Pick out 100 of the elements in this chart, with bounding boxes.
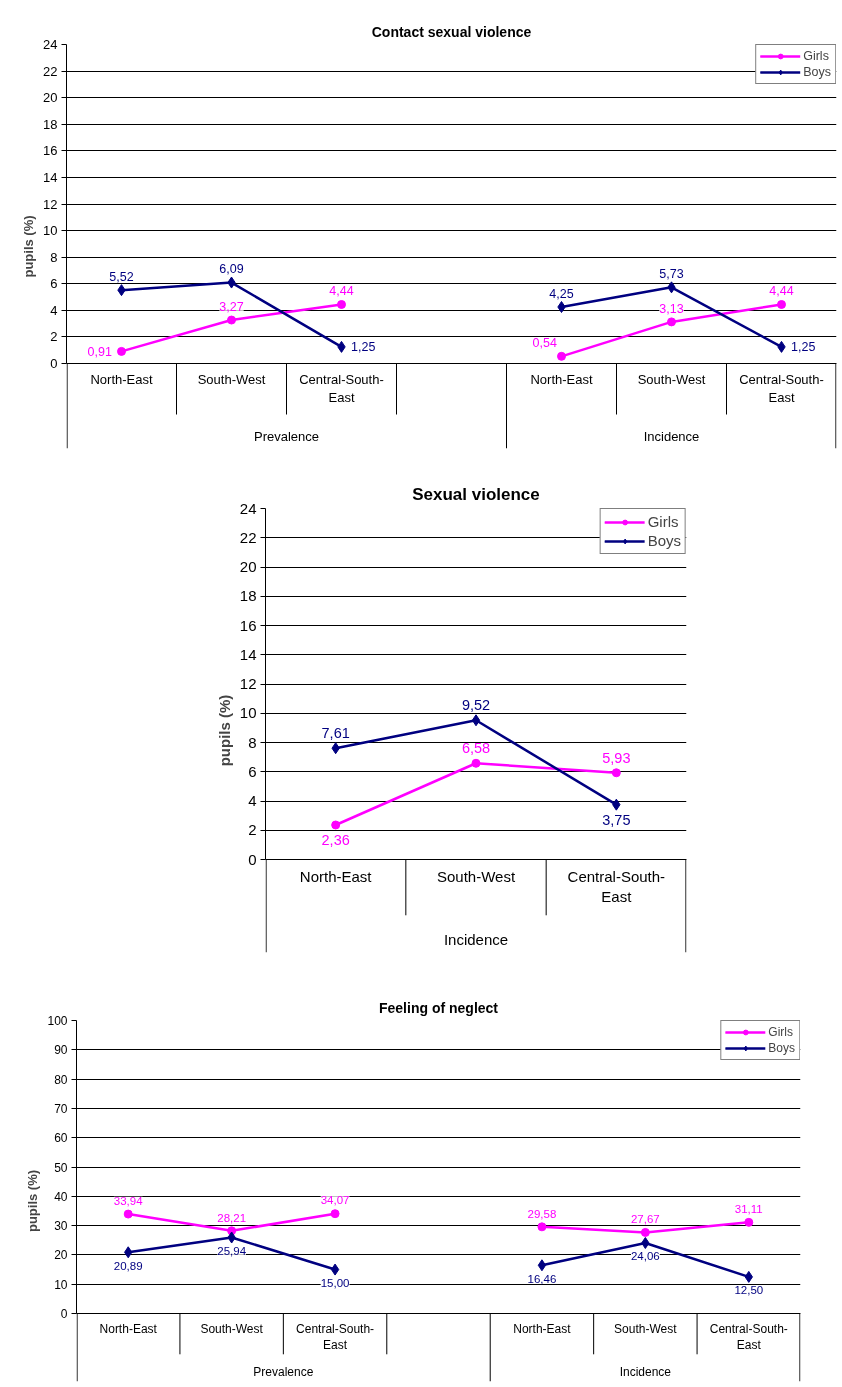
point [123, 1209, 133, 1219]
point [537, 1222, 547, 1232]
y-tick-label: 24 [43, 37, 58, 52]
x-tick-label: North-East [530, 371, 593, 387]
x-tick-label: Central-South-East [296, 1321, 375, 1353]
y-tick-label: 60 [54, 1131, 68, 1146]
x-tick-label: North-East [513, 1321, 572, 1336]
text: Incidence [619, 1364, 672, 1379]
data-label: 16,46 [527, 1272, 557, 1285]
y-tick-label: 10 [239, 704, 257, 722]
data-label: 9,52 [461, 697, 491, 714]
point [557, 351, 566, 361]
data-label: 5,73 [659, 266, 684, 281]
y-tick-label: 2 [50, 329, 58, 345]
y-tick-label: 90 [54, 1043, 68, 1058]
x-tick-label: South-West [637, 371, 706, 387]
data-label: 4,44 [769, 284, 794, 299]
chart-title: Feeling of neglect [378, 999, 499, 1016]
point [337, 299, 346, 309]
data-label: 24,06 [630, 1250, 660, 1263]
y-tick-label: 20 [54, 1248, 68, 1263]
x-tick-label: Central-South-East [299, 371, 384, 405]
y-tick-label: 22 [239, 528, 257, 546]
text: Prevalence [253, 429, 320, 445]
x-tick-label: South-West [197, 371, 266, 387]
point [471, 714, 481, 727]
legend-label: Boys [803, 65, 831, 79]
y-tick-label: 100 [47, 1014, 68, 1028]
legend-label: Girls [768, 1025, 793, 1039]
y-tick-label: 18 [43, 116, 58, 132]
x-tick-label: North-East [90, 371, 153, 387]
y-tick-label: 70 [54, 1101, 68, 1116]
data-label: 31,11 [734, 1203, 763, 1216]
y-tick-label: 18 [239, 587, 257, 605]
data-label: 15,00 [320, 1276, 350, 1289]
x-tick-label: North-East [299, 867, 373, 885]
data-label: 3,75 [602, 811, 631, 828]
y-tick-label: 14 [43, 169, 58, 185]
data-label: 25,94 [217, 1244, 247, 1257]
y-tick-label: 12 [239, 675, 257, 692]
data-label: 6,09 [219, 262, 244, 277]
y-tick-label: 14 [239, 645, 257, 663]
y-tick-label: 4 [248, 792, 257, 809]
y-tick-label: 16 [239, 616, 257, 634]
y-tick-label: 0 [248, 850, 257, 868]
point [227, 315, 236, 325]
data-label: 33,94 [113, 1194, 144, 1207]
data-label: 3,27 [219, 299, 244, 314]
legend-label: Girls [647, 513, 679, 530]
y-tick-label: 30 [54, 1219, 68, 1234]
y-tick-label: 80 [54, 1072, 68, 1087]
y-axis-title: pupils (%) [25, 1169, 41, 1233]
y-axis-title: pupils (%) [215, 694, 233, 767]
data-label: 1,25 [351, 340, 376, 355]
x-tick-label: South-West [200, 1321, 264, 1336]
data-label: 5,93 [602, 749, 631, 766]
y-tick-label: 6 [248, 762, 257, 780]
y-axis-title: pupils (%) [21, 215, 37, 278]
y-tick-label: 0 [60, 1307, 68, 1321]
data-label: 1,25 [791, 340, 816, 355]
legend-label: Girls [803, 49, 829, 63]
point [640, 1227, 650, 1237]
data-label: 29,58 [527, 1207, 557, 1220]
x-tick-label: South-West [614, 1321, 678, 1336]
y-tick-label: 12 [43, 196, 58, 212]
y-tick-label: 8 [248, 733, 257, 751]
point [471, 758, 481, 768]
y-tick-label: 6 [50, 276, 58, 292]
y-tick-label: 4 [50, 302, 58, 318]
text: Prevalence [253, 1364, 314, 1379]
data-label: 28,21 [217, 1211, 247, 1224]
point [744, 1217, 754, 1227]
data-label: 4,44 [329, 284, 354, 299]
legend-label: Boys [768, 1041, 795, 1055]
y-tick-label: 10 [43, 223, 58, 239]
chart-title: Sexual violence [412, 484, 540, 504]
point [537, 1259, 547, 1272]
data-label: 5,52 [109, 269, 134, 284]
y-tick-label: 10 [54, 1277, 68, 1292]
y-tick-label: 8 [50, 249, 58, 265]
point [777, 299, 786, 309]
point [611, 768, 621, 778]
y-tick-label: 50 [54, 1160, 68, 1175]
x-tick-label: North-East [99, 1321, 158, 1336]
data-label: 7,61 [321, 725, 350, 742]
legend-label: Boys [647, 532, 681, 549]
data-label: 12,50 [734, 1284, 764, 1297]
chart-title: Contact sexual violence [371, 23, 532, 40]
data-label: 0,54 [532, 335, 557, 350]
y-tick-label: 22 [43, 63, 58, 79]
point [330, 1263, 340, 1276]
data-label: 34,07 [320, 1194, 350, 1207]
y-tick-label: 20 [239, 558, 257, 575]
data-label: 6,58 [461, 740, 491, 757]
point [331, 820, 341, 830]
x-tick-label: Central-South-East [567, 867, 666, 905]
x-tick-label: Central-South-East [739, 371, 824, 405]
y-tick-label: 0 [50, 356, 58, 371]
point [641, 1237, 650, 1249]
y-tick-label: 2 [248, 821, 257, 839]
